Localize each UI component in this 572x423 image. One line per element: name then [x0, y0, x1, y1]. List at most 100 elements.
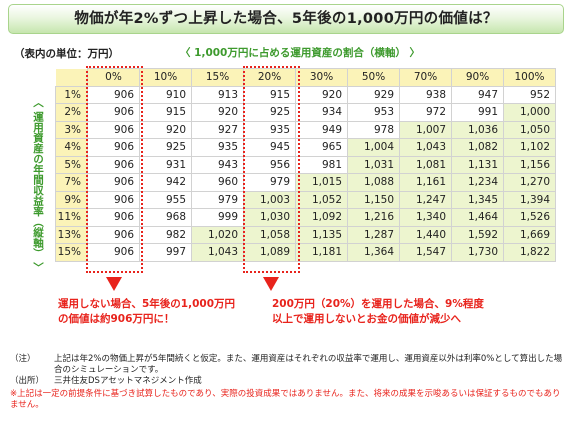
table-cell: 925: [243, 103, 296, 122]
table-cell: 999: [191, 208, 244, 227]
table-cell: 1,092: [295, 208, 348, 227]
table-cell: 1,822: [503, 243, 556, 262]
table-cell: 927: [191, 120, 244, 139]
row-header: 1%: [55, 85, 88, 104]
table-cell: 1,050: [503, 120, 556, 139]
table-cell: 1,730: [451, 243, 504, 262]
table-cell: 1,364: [347, 243, 400, 262]
arrow-right-icon: [263, 277, 279, 291]
table-cell: 952: [503, 85, 556, 104]
table-cell: 1,440: [399, 225, 452, 244]
row-header: 11%: [55, 208, 88, 227]
table-cell: 1,181: [295, 243, 348, 262]
annotation-invest-line1: 200万円（20%）を運用した場合、9%程度: [272, 298, 484, 310]
annotation-no-invest-line1: 運用しない場合、5年後の1,000万円: [58, 298, 236, 310]
table-cell: 949: [295, 120, 348, 139]
table-cell: 1,234: [451, 173, 504, 192]
annotation-invest-20pct: 200万円（20%）を運用した場合、9%程度 以上で運用しないとお金の価値が減少…: [272, 297, 484, 327]
table-row: 2% 906 915 920 925 934 953 972 991 1,000: [55, 103, 556, 122]
table-cell: 1,131: [451, 155, 504, 174]
table-cell: 1,036: [451, 120, 504, 139]
table-cell: 1,015: [295, 173, 348, 192]
table-row: 4% 906 925 935 945 965 1,004 1,043 1,082 1,102: [55, 138, 556, 157]
table-cell: 965: [295, 138, 348, 157]
table-header-row: 0% 10% 15% 20% 30% 50% 70% 90% 100%: [55, 68, 556, 87]
column-header: 100%: [503, 68, 556, 87]
table-cell: 906: [87, 103, 140, 122]
table-cell: 929: [347, 85, 400, 104]
highlight-box-20pct: [243, 66, 300, 273]
source-key: （出所）: [10, 376, 45, 386]
table-cell: 1,081: [399, 155, 452, 174]
table-cell: 1,150: [347, 190, 400, 209]
table-cell: 1,089: [243, 243, 296, 262]
column-header: 30%: [295, 68, 348, 87]
table-cell: 1,088: [347, 173, 400, 192]
table-row: 1% 906 910 913 915 920 929 938 947 952: [55, 85, 556, 104]
table-cell: 906: [87, 138, 140, 157]
row-header: 3%: [55, 120, 88, 139]
table-cell: 1,287: [347, 225, 400, 244]
horizontal-axis-label: 〈 1,000万円に占める運用資産の割合（横軸） 〉: [180, 47, 421, 59]
table-cell: 968: [139, 208, 192, 227]
row-header: 5%: [55, 155, 88, 174]
table-cell: 925: [139, 138, 192, 157]
column-header: 70%: [399, 68, 452, 87]
table-cell: 955: [139, 190, 192, 209]
table-cell: 1,135: [295, 225, 348, 244]
column-header: 50%: [347, 68, 400, 87]
table-cell: 906: [87, 243, 140, 262]
table-cell: 1,669: [503, 225, 556, 244]
table-cell: 947: [451, 85, 504, 104]
table-cell: 1,547: [399, 243, 452, 262]
table-cell: 1,394: [503, 190, 556, 209]
table-cell: 906: [87, 173, 140, 192]
table-cell: 1,007: [399, 120, 452, 139]
table-cell: 1,082: [451, 138, 504, 157]
row-header: 2%: [55, 103, 88, 122]
table-cell: 910: [139, 85, 192, 104]
table-cell: 1,020: [191, 225, 244, 244]
table-cell: 1,161: [399, 173, 452, 192]
note-text: 上記は年2%の物価上昇が5年間続くと仮定。また、運用資産はそれぞれの収益率で運用…: [54, 354, 563, 375]
table-cell: 978: [347, 120, 400, 139]
table-cell: 1,004: [347, 138, 400, 157]
table-cell: 906: [87, 120, 140, 139]
table-cell: 938: [399, 85, 452, 104]
table-cell: 915: [139, 103, 192, 122]
table-cell: 972: [399, 103, 452, 122]
table-cell: 1,043: [399, 138, 452, 157]
table-cell: 982: [139, 225, 192, 244]
table-cell: 1,247: [399, 190, 452, 209]
table-cell: 1,043: [191, 243, 244, 262]
table-cell: 906: [87, 190, 140, 209]
table-cell: 1,592: [451, 225, 504, 244]
table-cell: 1,030: [243, 208, 296, 227]
unit-label: （表内の単位：万円）: [14, 48, 119, 60]
vertical-axis-label: 〈 運用資産の年間収益率（縦軸） 〉: [32, 97, 44, 273]
table-cell: 942: [139, 173, 192, 192]
column-header: 15%: [191, 68, 244, 87]
column-header: 90%: [451, 68, 504, 87]
highlight-box-0pct: [86, 66, 143, 273]
row-header: 4%: [55, 138, 88, 157]
row-header: 13%: [55, 225, 88, 244]
table-cell: 1,216: [347, 208, 400, 227]
disclaimer-text: ※上記は一定の前提条件に基づき試算したものであり、実際の投資成果ではありません。…: [10, 389, 561, 410]
table-cell: 1,156: [503, 155, 556, 174]
row-header: 9%: [55, 190, 88, 209]
table-cell: 906: [87, 208, 140, 227]
table-cell: 906: [87, 85, 140, 104]
table-cell: 997: [139, 243, 192, 262]
arrow-left-icon: [106, 277, 122, 291]
table-cell: 991: [451, 103, 504, 122]
source-text: 三井住友DSアセットマネジメント作成: [54, 376, 202, 386]
table-cell: 913: [191, 85, 244, 104]
table-cell: 1,102: [503, 138, 556, 157]
table-cell: 1,340: [399, 208, 452, 227]
table-row: 3% 906 920 927 935 949 978 1,007 1,036 1,050: [55, 120, 556, 139]
annotation-no-invest-line2: の価値は約906万円に！: [58, 313, 175, 325]
table-cell: 920: [139, 120, 192, 139]
column-header: 10%: [139, 68, 192, 87]
table-cell: 943: [191, 155, 244, 174]
